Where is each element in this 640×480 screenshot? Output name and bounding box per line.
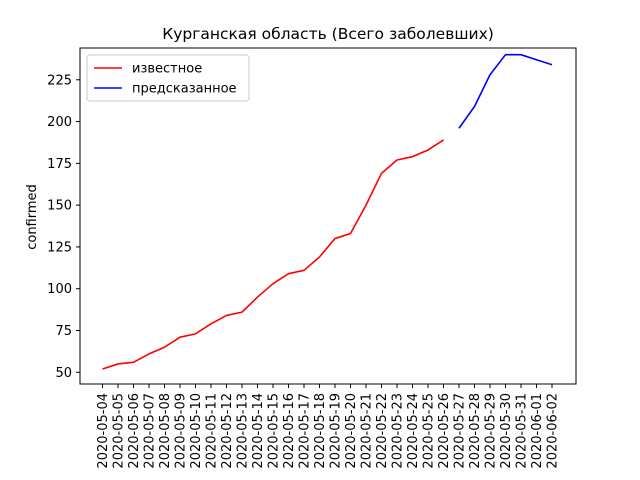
x-tick-label: 2020-05-30 [499, 393, 514, 469]
legend: известное предсказанное [86, 54, 250, 102]
chart-title: Курганская область (Всего заболевших) [162, 25, 494, 43]
y-tick-label: 225 [47, 73, 72, 88]
y-tick-label: 50 [55, 366, 72, 381]
x-tick-label: 2020-05-29 [484, 393, 499, 469]
x-tick-label: 2020-05-28 [468, 393, 483, 469]
x-tick-label: 2020-05-06 [127, 393, 142, 469]
x-tick-label: 2020-05-17 [298, 393, 313, 469]
x-tick-label: 2020-05-19 [329, 393, 344, 469]
legend-label: известное [132, 62, 202, 77]
x-tick-label: 2020-05-15 [267, 393, 282, 469]
y-tick-label: 75 [55, 324, 72, 339]
y-tick-label: 100 [47, 282, 72, 297]
x-tick-label: 2020-05-05 [112, 393, 127, 469]
x-tick-label: 2020-05-22 [375, 393, 390, 469]
x-tick-label: 2020-06-02 [546, 393, 561, 469]
x-tick-label: 2020-05-10 [189, 393, 204, 469]
x-tick-label: 2020-05-26 [437, 393, 452, 469]
x-tick-label: 2020-05-16 [282, 393, 297, 469]
x-tick-label: 2020-05-31 [515, 393, 530, 469]
y-tick-label: 200 [47, 115, 72, 130]
x-tick-label: 2020-05-23 [391, 393, 406, 469]
x-tick-label: 2020-05-08 [158, 393, 173, 469]
x-tick-label: 2020-05-25 [422, 393, 437, 469]
x-tick-label: 2020-05-24 [406, 393, 421, 469]
x-axis: 2020-05-04 2020-05-05 2020-05-06 2020-05-07… [96, 384, 561, 469]
x-tick-label: 2020-05-18 [313, 393, 328, 469]
x-tick-label: 2020-05-14 [251, 393, 266, 469]
series-line-1 [458, 53, 553, 129]
x-tick-label: 2020-05-13 [236, 393, 251, 469]
x-tick-label: 2020-06-01 [530, 393, 545, 469]
x-tick-label: 2020-05-04 [96, 393, 111, 469]
legend-label: предсказанное [132, 82, 237, 97]
y-axis-label: confirmed [25, 184, 40, 250]
x-tick-label: 2020-05-21 [360, 393, 375, 469]
plot-frame [79, 47, 577, 385]
series-layer [102, 53, 553, 370]
x-tick-label: 2020-05-27 [453, 393, 468, 469]
y-tick-label: 150 [47, 199, 72, 214]
y-axis: 50 75 100 125 150 175 200 225 [47, 73, 80, 381]
x-tick-label: 2020-05-12 [220, 393, 235, 469]
series-line-0 [102, 139, 444, 370]
x-tick-label: 2020-05-07 [143, 393, 158, 469]
y-tick-label: 125 [47, 240, 72, 255]
x-tick-label: 2020-05-20 [344, 393, 359, 469]
x-tick-label: 2020-05-09 [174, 393, 189, 469]
plot-area [79, 47, 577, 385]
y-tick-label: 175 [47, 157, 72, 172]
x-tick-label: 2020-05-11 [205, 393, 220, 469]
legend-box [86, 54, 250, 102]
